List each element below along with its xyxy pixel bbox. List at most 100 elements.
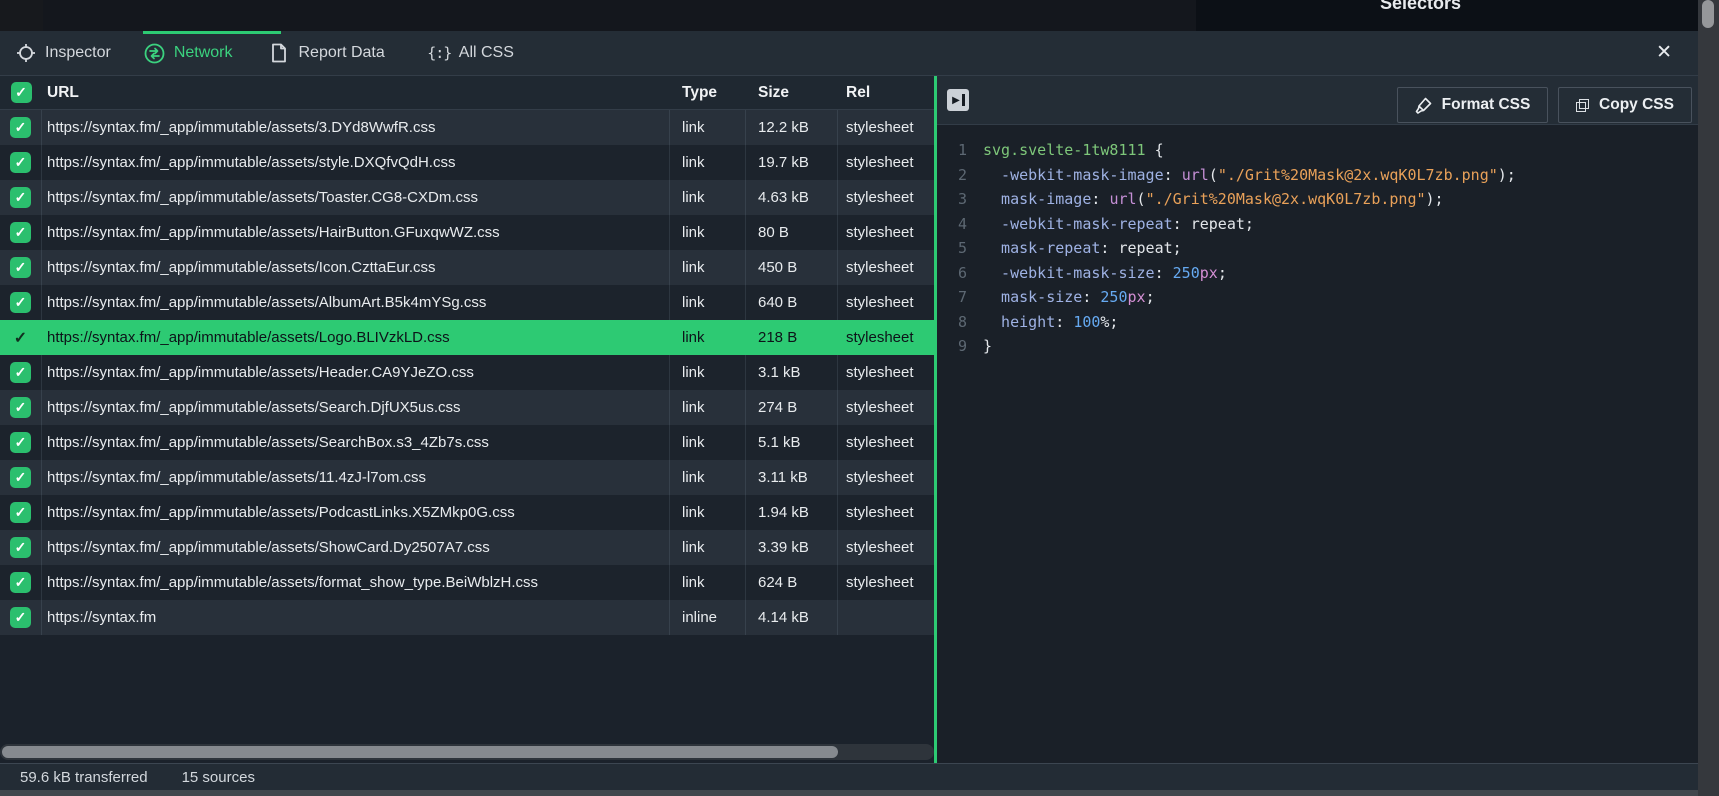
expand-triangle: ▶ — [952, 94, 960, 106]
code-text: mask-size: 250px; — [983, 288, 1155, 306]
row-checkbox[interactable]: ✓ — [10, 572, 31, 593]
table-row[interactable]: ✓ https://syntax.fm/_app/immutable/assets… — [0, 460, 934, 495]
row-url: https://syntax.fm/_app/immutable/assets/… — [42, 285, 670, 320]
tab-all-css-label: All CSS — [458, 44, 514, 61]
code-text: svg.svelte-1tw8111 { — [983, 141, 1164, 159]
tab-network[interactable]: Network — [144, 43, 233, 64]
braces-icon: {:} — [427, 44, 452, 62]
line-number: 2 — [957, 165, 967, 184]
devtools-tabbar: Inspector Network — [0, 31, 1698, 76]
code-text: mask-repeat: repeat; — [983, 239, 1182, 257]
row-checkbox[interactable]: ✓ — [10, 432, 31, 453]
row-checkbox-cell: ✓ — [0, 565, 42, 600]
row-checkbox[interactable]: ✓ — [10, 292, 31, 313]
table-header-row: ✓ URL Type Size Rel — [0, 76, 934, 110]
code-text: -webkit-mask-repeat: repeat; — [983, 214, 1254, 233]
copy-css-label: Copy CSS — [1599, 96, 1674, 113]
row-checkbox[interactable]: ✓ — [10, 257, 31, 278]
row-checkbox[interactable]: ✓ — [13, 329, 28, 347]
line-number: 6 — [957, 263, 967, 282]
row-type: link — [670, 180, 746, 215]
row-url: https://syntax.fm/_app/immutable/assets/… — [42, 145, 670, 180]
table-row[interactable]: ✓ https://syntax.fm/_app/immutable/assets… — [0, 320, 934, 355]
row-checkbox[interactable]: ✓ — [10, 187, 31, 208]
row-rel: stylesheet — [846, 224, 914, 241]
column-header-size[interactable]: Size — [758, 83, 790, 101]
table-row[interactable]: ✓ https://syntax.fm/_app/immutable/assets… — [0, 215, 934, 250]
table-row[interactable]: ✓ https://syntax.fm/_app/immutable/assets… — [0, 110, 934, 145]
row-checkbox[interactable]: ✓ — [10, 362, 31, 383]
tab-inspector[interactable]: Inspector — [15, 43, 111, 64]
page-scrollbar[interactable] — [1698, 0, 1719, 796]
table-horizontal-scrollbar-thumb[interactable] — [2, 746, 838, 758]
column-header-rel[interactable]: Rel — [846, 83, 871, 101]
row-checkbox[interactable]: ✓ — [10, 117, 31, 138]
row-type: link — [670, 285, 746, 320]
panel-divider[interactable] — [934, 76, 937, 763]
row-checkbox-cell: ✓ — [0, 495, 42, 530]
row-url: https://syntax.fm/_app/immutable/assets/… — [42, 565, 670, 600]
table-row[interactable]: ✓ https://syntax.fm/_app/immutable/assets… — [0, 180, 934, 215]
row-checkbox[interactable]: ✓ — [10, 607, 31, 628]
row-size: 624 B — [746, 565, 838, 600]
row-checkbox[interactable]: ✓ — [10, 537, 31, 558]
window-bottom-edge — [0, 790, 1698, 796]
table-row[interactable]: ✓ https://syntax.fm/_app/immutable/assets… — [0, 355, 934, 390]
row-type: link — [670, 460, 746, 495]
line-number: 1 — [957, 141, 967, 159]
line-number: 9 — [957, 337, 967, 355]
table-row[interactable]: ✓ https://syntax.fm/_app/immutable/assets… — [0, 285, 934, 320]
row-checkbox[interactable]: ✓ — [10, 467, 31, 488]
row-checkbox-cell: ✓ — [0, 145, 42, 180]
table-row[interactable]: ✓ https://syntax.fm/_app/immutable/assets… — [0, 250, 934, 285]
line-number: 5 — [957, 239, 967, 257]
row-url: https://syntax.fm — [42, 600, 670, 635]
column-header-url[interactable]: URL — [47, 83, 79, 101]
table-horizontal-scrollbar[interactable] — [0, 744, 934, 760]
row-rel: stylesheet — [846, 329, 914, 346]
select-all-checkbox[interactable]: ✓ — [10, 82, 32, 103]
code-line: 2 -webkit-mask-image: url("./Grit%20Mask… — [937, 163, 1698, 188]
code-line: 8 height: 100%; — [937, 310, 1698, 335]
row-rel: stylesheet — [846, 434, 914, 451]
table-row[interactable]: ✓ https://syntax.fm/_app/immutable/assets… — [0, 425, 934, 460]
code-line: 9} — [937, 334, 1698, 359]
table-row[interactable]: ✓ https://syntax.fm/_app/immutable/assets… — [0, 145, 934, 180]
close-icon[interactable]: ✕ — [1656, 42, 1672, 63]
tab-report-data[interactable]: Report Data — [269, 43, 385, 64]
table-row[interactable]: ✓ https://syntax.fm/_app/immutable/assets… — [0, 530, 934, 565]
network-table-panel: ✓ URL Type Size Rel ✓ https://syntax.fm/_… — [0, 76, 934, 763]
page-selectors-panel: Selectors — [1196, 0, 1698, 31]
row-url: https://syntax.fm/_app/immutable/assets/… — [42, 530, 670, 565]
row-rel: stylesheet — [846, 504, 914, 521]
row-url: https://syntax.fm/_app/immutable/assets/… — [42, 250, 670, 285]
format-css-button[interactable]: Format CSS — [1397, 87, 1548, 123]
expand-panel-icon[interactable]: ▶ — [947, 89, 969, 111]
code-line: 1 svg.svelte-1tw8111 { — [937, 138, 1698, 163]
table-row[interactable]: ✓ https://syntax.fm/_app/immutable/assets… — [0, 495, 934, 530]
row-rel — [838, 600, 934, 635]
row-type: link — [670, 145, 746, 180]
css-code-viewer[interactable]: 1 svg.svelte-1tw8111 { 2 -webkit-mask-imag… — [937, 124, 1698, 763]
copy-css-button[interactable]: Copy CSS — [1558, 87, 1692, 123]
code-text: } — [983, 337, 993, 355]
table-row[interactable]: ✓ https://syntax.fm/_app/immutable/assets… — [0, 390, 934, 425]
row-checkbox[interactable]: ✓ — [10, 397, 31, 418]
row-type: link — [670, 390, 746, 425]
column-header-type[interactable]: Type — [682, 83, 718, 101]
row-checkbox-cell: ✓ — [0, 600, 42, 635]
tab-inspector-label: Inspector — [45, 44, 111, 61]
page-scrollbar-thumb[interactable] — [1702, 0, 1714, 28]
row-checkbox-cell: ✓ — [0, 110, 42, 145]
row-checkbox[interactable]: ✓ — [10, 222, 31, 243]
table-row[interactable]: ✓ https://syntax.fm/_app/immutable/assets… — [0, 565, 934, 600]
table-row[interactable]: ✓ https://syntax.fm inline 4.14 kB — [0, 600, 934, 635]
expand-bar — [962, 94, 965, 106]
row-checkbox-cell: ✓ — [0, 530, 42, 565]
devtools-panel: Inspector Network — [0, 31, 1698, 796]
tab-all-css[interactable]: {:} All CSS — [427, 43, 514, 64]
row-checkbox[interactable]: ✓ — [10, 152, 31, 173]
row-size: 450 B — [746, 250, 838, 285]
row-checkbox[interactable]: ✓ — [10, 502, 31, 523]
table-rows-container: ✓ https://syntax.fm/_app/immutable/assets… — [0, 110, 934, 635]
